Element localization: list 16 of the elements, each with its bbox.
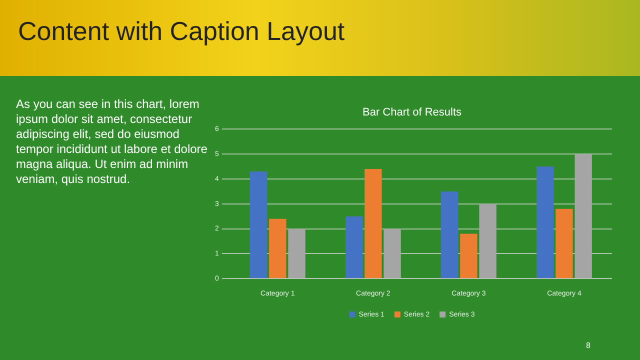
bar [288, 228, 306, 278]
text: As you can see in this chart, lorem ipsum dolor sit amet, consectetur adipiscing elit, sed do eiusmod tempor incididunt ut labore et dolore magna aliqua. Ut enim ad minim veniam, quis nostrud. [16, 97, 208, 187]
bar [441, 191, 458, 278]
bar [250, 172, 268, 278]
bar [479, 204, 496, 278]
text: Content with Caption Layout [18, 16, 345, 47]
bar [574, 154, 592, 278]
chart-title: Bar Chart of Results [362, 106, 462, 119]
bar [556, 208, 573, 278]
bar [269, 218, 286, 278]
text: 8 [586, 341, 590, 350]
bar [384, 228, 401, 278]
bar [345, 216, 363, 278]
bar [364, 169, 382, 278]
bar [460, 234, 478, 278]
bar [536, 166, 554, 278]
